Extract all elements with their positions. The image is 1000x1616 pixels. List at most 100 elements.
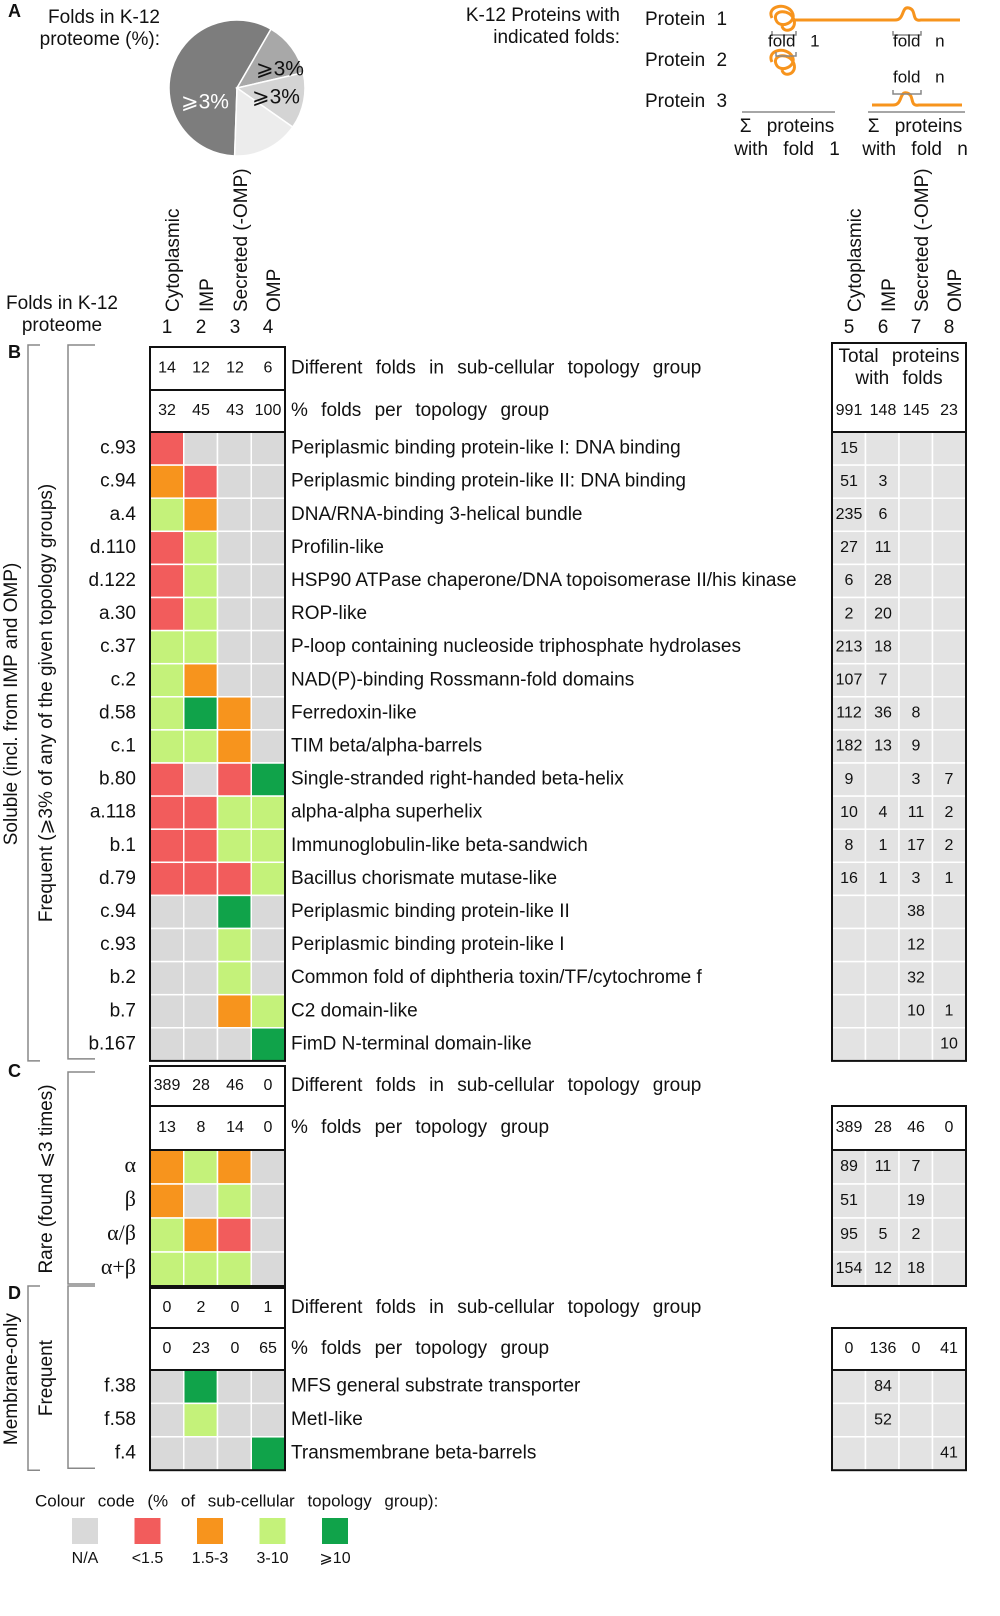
heat-cell <box>183 762 219 797</box>
count-cell <box>898 530 934 566</box>
count-value: 10 <box>907 1002 925 1019</box>
column-number: 1 <box>162 317 173 338</box>
count-value: 7 <box>879 671 888 688</box>
side-label: Rare (found ⩽3 times) <box>36 1084 57 1273</box>
heat-cell <box>216 795 252 830</box>
column-number: 2 <box>196 317 207 338</box>
fold-code: c.93 <box>100 438 136 459</box>
count-value: 27 <box>840 539 858 556</box>
fold-code: c.94 <box>100 471 136 492</box>
heat-cell <box>183 1402 219 1438</box>
heat-cell <box>183 662 219 698</box>
count-cell <box>864 662 900 698</box>
fold-code: f.38 <box>104 1376 136 1397</box>
count-value: 32 <box>907 969 925 986</box>
protein-diagrams <box>769 4 962 107</box>
summary-value: 0 <box>231 1340 240 1357</box>
total-value: 389 <box>836 1119 863 1136</box>
heat-cell <box>149 1217 185 1253</box>
summary-value: 28 <box>192 1077 210 1094</box>
count-cell <box>931 1402 967 1438</box>
heat-cell <box>250 1217 286 1253</box>
count-cell <box>931 729 967 764</box>
total-value: 991 <box>836 402 863 419</box>
heat-cell <box>250 1436 286 1471</box>
pie-title: proteome (%): <box>40 29 160 50</box>
proteins-title: K-12 Proteins with <box>466 5 620 26</box>
column-number: 8 <box>944 317 955 338</box>
heat-cell <box>183 1217 219 1253</box>
fold-description: TIM beta/alpha-barrels <box>291 735 482 756</box>
heat-cell <box>183 596 219 632</box>
heat-cell <box>183 1436 219 1471</box>
heat-cell <box>216 927 252 963</box>
pie-slice <box>235 71 306 129</box>
count-value: 2 <box>945 804 954 821</box>
count-value: 95 <box>840 1226 858 1243</box>
heat-cell <box>149 1183 185 1219</box>
heat-cell <box>216 1251 252 1287</box>
fold-code: c.93 <box>100 934 136 955</box>
count-value: 28 <box>874 572 892 589</box>
heat-cell <box>250 1183 286 1219</box>
legend-swatch <box>134 1518 161 1544</box>
count-cell <box>931 596 967 632</box>
pie-slice <box>233 86 294 157</box>
bracket <box>67 1071 95 1285</box>
count-cell <box>864 927 900 963</box>
heat-cell <box>149 729 185 764</box>
heat-cell <box>149 497 185 533</box>
total-value: 46 <box>907 1119 925 1136</box>
count-cell <box>931 431 967 466</box>
heat-cell <box>183 795 219 830</box>
summary-value: 65 <box>259 1340 277 1357</box>
column-header: OMP <box>264 269 285 312</box>
heat-cell <box>250 530 286 566</box>
count-cell <box>898 1183 934 1219</box>
totals-header: Total proteins <box>838 346 959 367</box>
section-label: B <box>8 342 21 362</box>
heat-cell <box>149 530 185 566</box>
heat-cell <box>149 1369 185 1405</box>
heat-cell <box>149 1402 185 1438</box>
fold-description: Profilin-like <box>291 537 384 558</box>
heat-cell <box>216 861 252 897</box>
heat-cell <box>216 497 252 533</box>
count-value: 16 <box>840 870 858 887</box>
heat-cell <box>250 795 286 830</box>
column-number: 7 <box>911 317 922 338</box>
sum-label: Σ proteins <box>868 116 963 137</box>
summary-value: 0 <box>264 1119 273 1136</box>
heat-cell <box>149 464 185 499</box>
count-cell <box>931 563 967 599</box>
fold-code: c.37 <box>100 636 136 657</box>
count-cell <box>864 960 900 996</box>
summary-value: 8 <box>197 1119 206 1136</box>
heat-cell <box>216 696 252 731</box>
pie-label: ⩾3% <box>181 91 229 114</box>
fold-description: DNA/RNA-binding 3-helical bundle <box>291 504 583 525</box>
summary-value: 14 <box>158 360 176 377</box>
heat-cell <box>149 1149 185 1185</box>
count-cell <box>898 1027 934 1062</box>
fold-code: d.122 <box>88 570 136 591</box>
summary-value: 2 <box>197 1299 206 1316</box>
heat-cell <box>250 1251 286 1287</box>
heat-cell <box>183 530 219 566</box>
count-cell <box>831 960 867 996</box>
fold-code: d.79 <box>99 868 136 889</box>
summary-value: 6 <box>264 360 273 377</box>
count-value: 12 <box>907 936 925 953</box>
heat-cell <box>250 894 286 930</box>
heat-cell <box>149 1436 185 1471</box>
fold-code: c.2 <box>111 669 136 690</box>
heat-cell <box>183 1251 219 1287</box>
count-value: 11 <box>875 1158 892 1175</box>
summary-value: 14 <box>226 1119 244 1136</box>
count-cell <box>898 1436 934 1471</box>
count-value: 2 <box>845 605 854 622</box>
count-value: 8 <box>845 837 854 854</box>
legend-swatch <box>322 1518 348 1544</box>
heat-cell <box>216 1402 252 1438</box>
